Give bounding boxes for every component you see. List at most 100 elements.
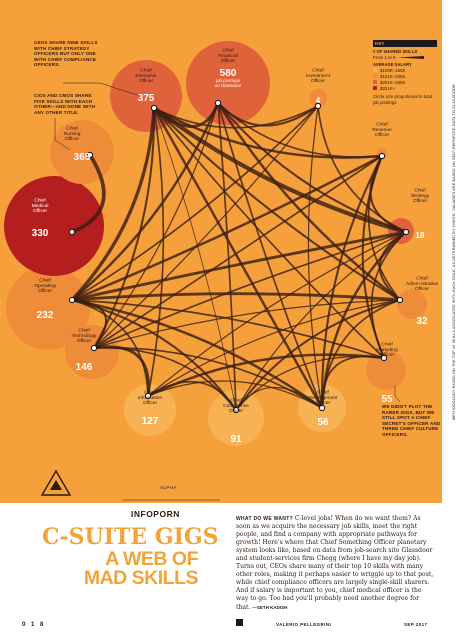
node-dot-coo (68, 296, 76, 304)
node-circle-cmo (366, 350, 406, 390)
node-count-cno: 365 (74, 152, 91, 163)
node-dots (68, 99, 410, 414)
link-cfo-cro (217, 102, 383, 158)
legend-band-3: $251K+ (373, 85, 437, 91)
skill-links (70, 102, 407, 411)
headline-line-3: MAD SKILLS (83, 567, 199, 589)
legend-band-0: $100K–150K (373, 67, 437, 73)
node-label-coo: Chief Operating Officer (34, 278, 56, 294)
node-count-cco: 91 (230, 434, 242, 445)
node-dot-cio_inv (314, 102, 322, 110)
legend-swatch-icon (373, 74, 377, 78)
node-dot-cinfo (144, 392, 152, 400)
link-cco-cmo (235, 355, 385, 411)
legend-band-label: $100K–150K (380, 67, 406, 73)
footer-author: VALERIO PELLEGRINI (276, 622, 332, 627)
legend-band-label: $251K+ (380, 85, 396, 91)
node-label-cmed: Chief Medical Officer (32, 198, 49, 214)
node-count-coo: 232 (37, 310, 54, 321)
alpha-logo-icon (40, 469, 72, 496)
legend-salary-heading: Average salary (373, 62, 412, 67)
node-dot-cmed (68, 228, 76, 236)
unplotted-annotation-leader (394, 386, 401, 403)
legend: KEY # of shared skills From 1 to 9 Avera… (373, 40, 437, 105)
legend-band-label: $201K–250K (380, 79, 406, 85)
node-dot-cco (232, 406, 240, 414)
node-dot-cfo (214, 99, 222, 107)
node-circle-cto (65, 325, 119, 379)
node-dot-cdo (318, 404, 326, 412)
node-label-cio_inv: Chief Investment Officer (306, 68, 331, 84)
link-cao-cto (93, 299, 401, 349)
link-ceo-cdo (152, 107, 324, 409)
link-cio_inv-cso (317, 105, 407, 233)
cio-cmo-annotation: CIOs and CMOs share five skills with eac… (34, 93, 96, 115)
ceo-annotation: CEOs share nine skills with chief strate… (34, 40, 98, 68)
link-coo-cinfo (71, 299, 149, 397)
node-dot-cno (86, 151, 94, 159)
node-count-cdo: 56 (317, 417, 329, 428)
section-label: INFOPORN (131, 509, 180, 519)
legend-size-note: Circle size proportional to total job po… (373, 94, 433, 105)
link-coo-cco (71, 298, 237, 411)
node-label-cto: Chief Technology Officer (72, 328, 97, 344)
node-circle-coo (6, 266, 90, 350)
alpha-label: ALPHA (160, 485, 177, 490)
node-circle-cfo (186, 41, 270, 125)
node-label-cso: Chief Strategy Officer (411, 188, 430, 204)
link-cao-cco (235, 298, 401, 411)
node-count-cto: 146 (76, 362, 93, 373)
node-circle-cinfo (124, 384, 176, 436)
node-label-cfo: Chief Financial Officer (218, 48, 238, 64)
link-cao-cinfo (147, 299, 401, 397)
link-cto-cinfo (93, 345, 150, 397)
node-label-cro: Chief Revenue Officer (372, 122, 392, 138)
legend-swatch-icon (373, 86, 377, 90)
node-label-cao: Chief Admin-istrative Officer (406, 276, 439, 292)
link-cmed-cno (71, 154, 106, 234)
link-cfo-coo (71, 102, 220, 301)
link-coo-cso (71, 230, 407, 302)
unplotted-annotation: We didn't plot the rarer gigs, but we st… (382, 404, 441, 437)
link-cto-cio_inv (93, 105, 319, 349)
headline-line-2: A WEB OF (105, 548, 198, 570)
node-count-cmo: 55 (381, 394, 393, 405)
node-circle-cmed (4, 176, 104, 276)
article-text: C-level jobs! When do we want them? As s… (236, 515, 434, 611)
link-cfo-cso (217, 102, 407, 233)
link-cro-cmo (361, 155, 385, 359)
node-count-ceo: 375 (138, 93, 155, 104)
link-ceo-cio_inv (153, 105, 319, 129)
node-label-cmo: Chief Marketing Officer (376, 342, 398, 358)
link-cso-cinfo (147, 231, 407, 397)
link-cfo-cco (217, 102, 237, 411)
legend-band-1: $151K–200K (373, 73, 437, 79)
headline-line-1: C-SUITE GIGS (42, 524, 219, 550)
legend-shared-range: From 1 to 9 (373, 54, 437, 60)
legend-salary-bands: $100K–150K $151K–200K $201K–250K $251K+ (373, 67, 437, 91)
footer-issue: SEP 2017 (404, 622, 428, 627)
node-label-cdo: Chief Development Officer (309, 390, 338, 406)
node-dot-cso (402, 228, 410, 236)
node-count-cfo: 580 (220, 68, 237, 79)
article-byline: —SETH KADISH (252, 604, 288, 610)
legend-band-2: $201K–250K (373, 79, 437, 85)
link-coo-cio_inv (71, 105, 319, 301)
node-label-cno: Chief Nursing Officer (64, 126, 81, 142)
node-count-cmed: 330 (32, 228, 49, 239)
node-count-cio_inv: 4 (316, 96, 321, 105)
legend-shared-range-text: From 1 to 9 (373, 54, 396, 60)
node-circle-cio_inv (309, 89, 327, 107)
link-coo-cdo (71, 298, 323, 410)
node-dot-cto (90, 344, 98, 352)
node-extra-cfo: job postings on Glassdoor (215, 78, 242, 88)
link-cfo-cdo (217, 102, 323, 409)
cmo-annotation-leader (54, 118, 71, 151)
node-count-cao: 32 (416, 316, 428, 327)
link-ceo-cmo (153, 107, 385, 359)
link-ceo-cco (153, 107, 237, 411)
link-cfo-cao (216, 102, 401, 301)
node-circle-cco (208, 390, 264, 446)
